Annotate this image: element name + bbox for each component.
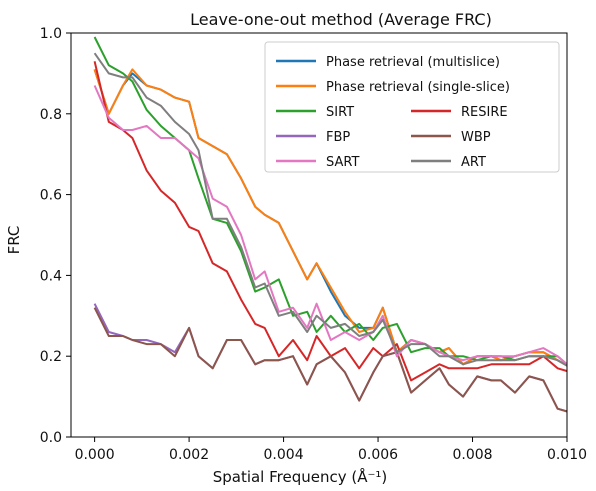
y-tick-label: 0.8 xyxy=(40,107,62,123)
legend-label-sart: SART xyxy=(326,155,359,170)
series-layer xyxy=(93,36,567,413)
x-tick-label: 0.010 xyxy=(547,447,587,463)
chart-title: Leave-one-out method (Average FRC) xyxy=(190,10,492,29)
legend-label-resire: RESIRE xyxy=(461,105,508,120)
legend: Phase retrieval (multislice) Phase retrie… xyxy=(264,41,560,173)
y-tick-label: 0.0 xyxy=(40,430,62,446)
x-axis-label: Spatial Frequency (Å⁻¹) xyxy=(213,467,388,486)
y-tick-label: 0.2 xyxy=(40,349,62,365)
legend-label-art: ART xyxy=(461,155,486,170)
series-line-art xyxy=(93,52,567,367)
x-tick-label: 0.000 xyxy=(75,447,115,463)
legend-label-sirt: SIRT xyxy=(326,105,354,120)
y-tick-label: 0.6 xyxy=(40,188,62,204)
x-tick-label: 0.004 xyxy=(264,447,304,463)
plot-frame xyxy=(70,32,568,438)
legend-label-phase-retrieval-single-slice: Phase retrieval (single-slice) xyxy=(326,80,510,95)
series-line-sart xyxy=(93,85,567,366)
legend-box xyxy=(264,41,560,173)
y-tick-label: 1.0 xyxy=(40,26,62,42)
series-line-wbp xyxy=(93,307,567,413)
legend-label-phase-retrieval-multislice: Phase retrieval (multislice) xyxy=(326,55,500,70)
legend-label-wbp: WBP xyxy=(461,130,491,145)
legend-label-fbp: FBP xyxy=(326,130,350,145)
x-tick-label: 0.002 xyxy=(169,447,209,463)
y-axis-label: FRC xyxy=(5,226,23,255)
y-tick-label: 0.4 xyxy=(40,268,62,284)
x-tick-label: 0.008 xyxy=(452,447,492,463)
x-tick-label: 0.006 xyxy=(358,447,398,463)
ticks-layer: 0.000 0.002 0.004 0.006 0.008 0.010 0.0 0.2 0.4 0… xyxy=(40,26,587,463)
